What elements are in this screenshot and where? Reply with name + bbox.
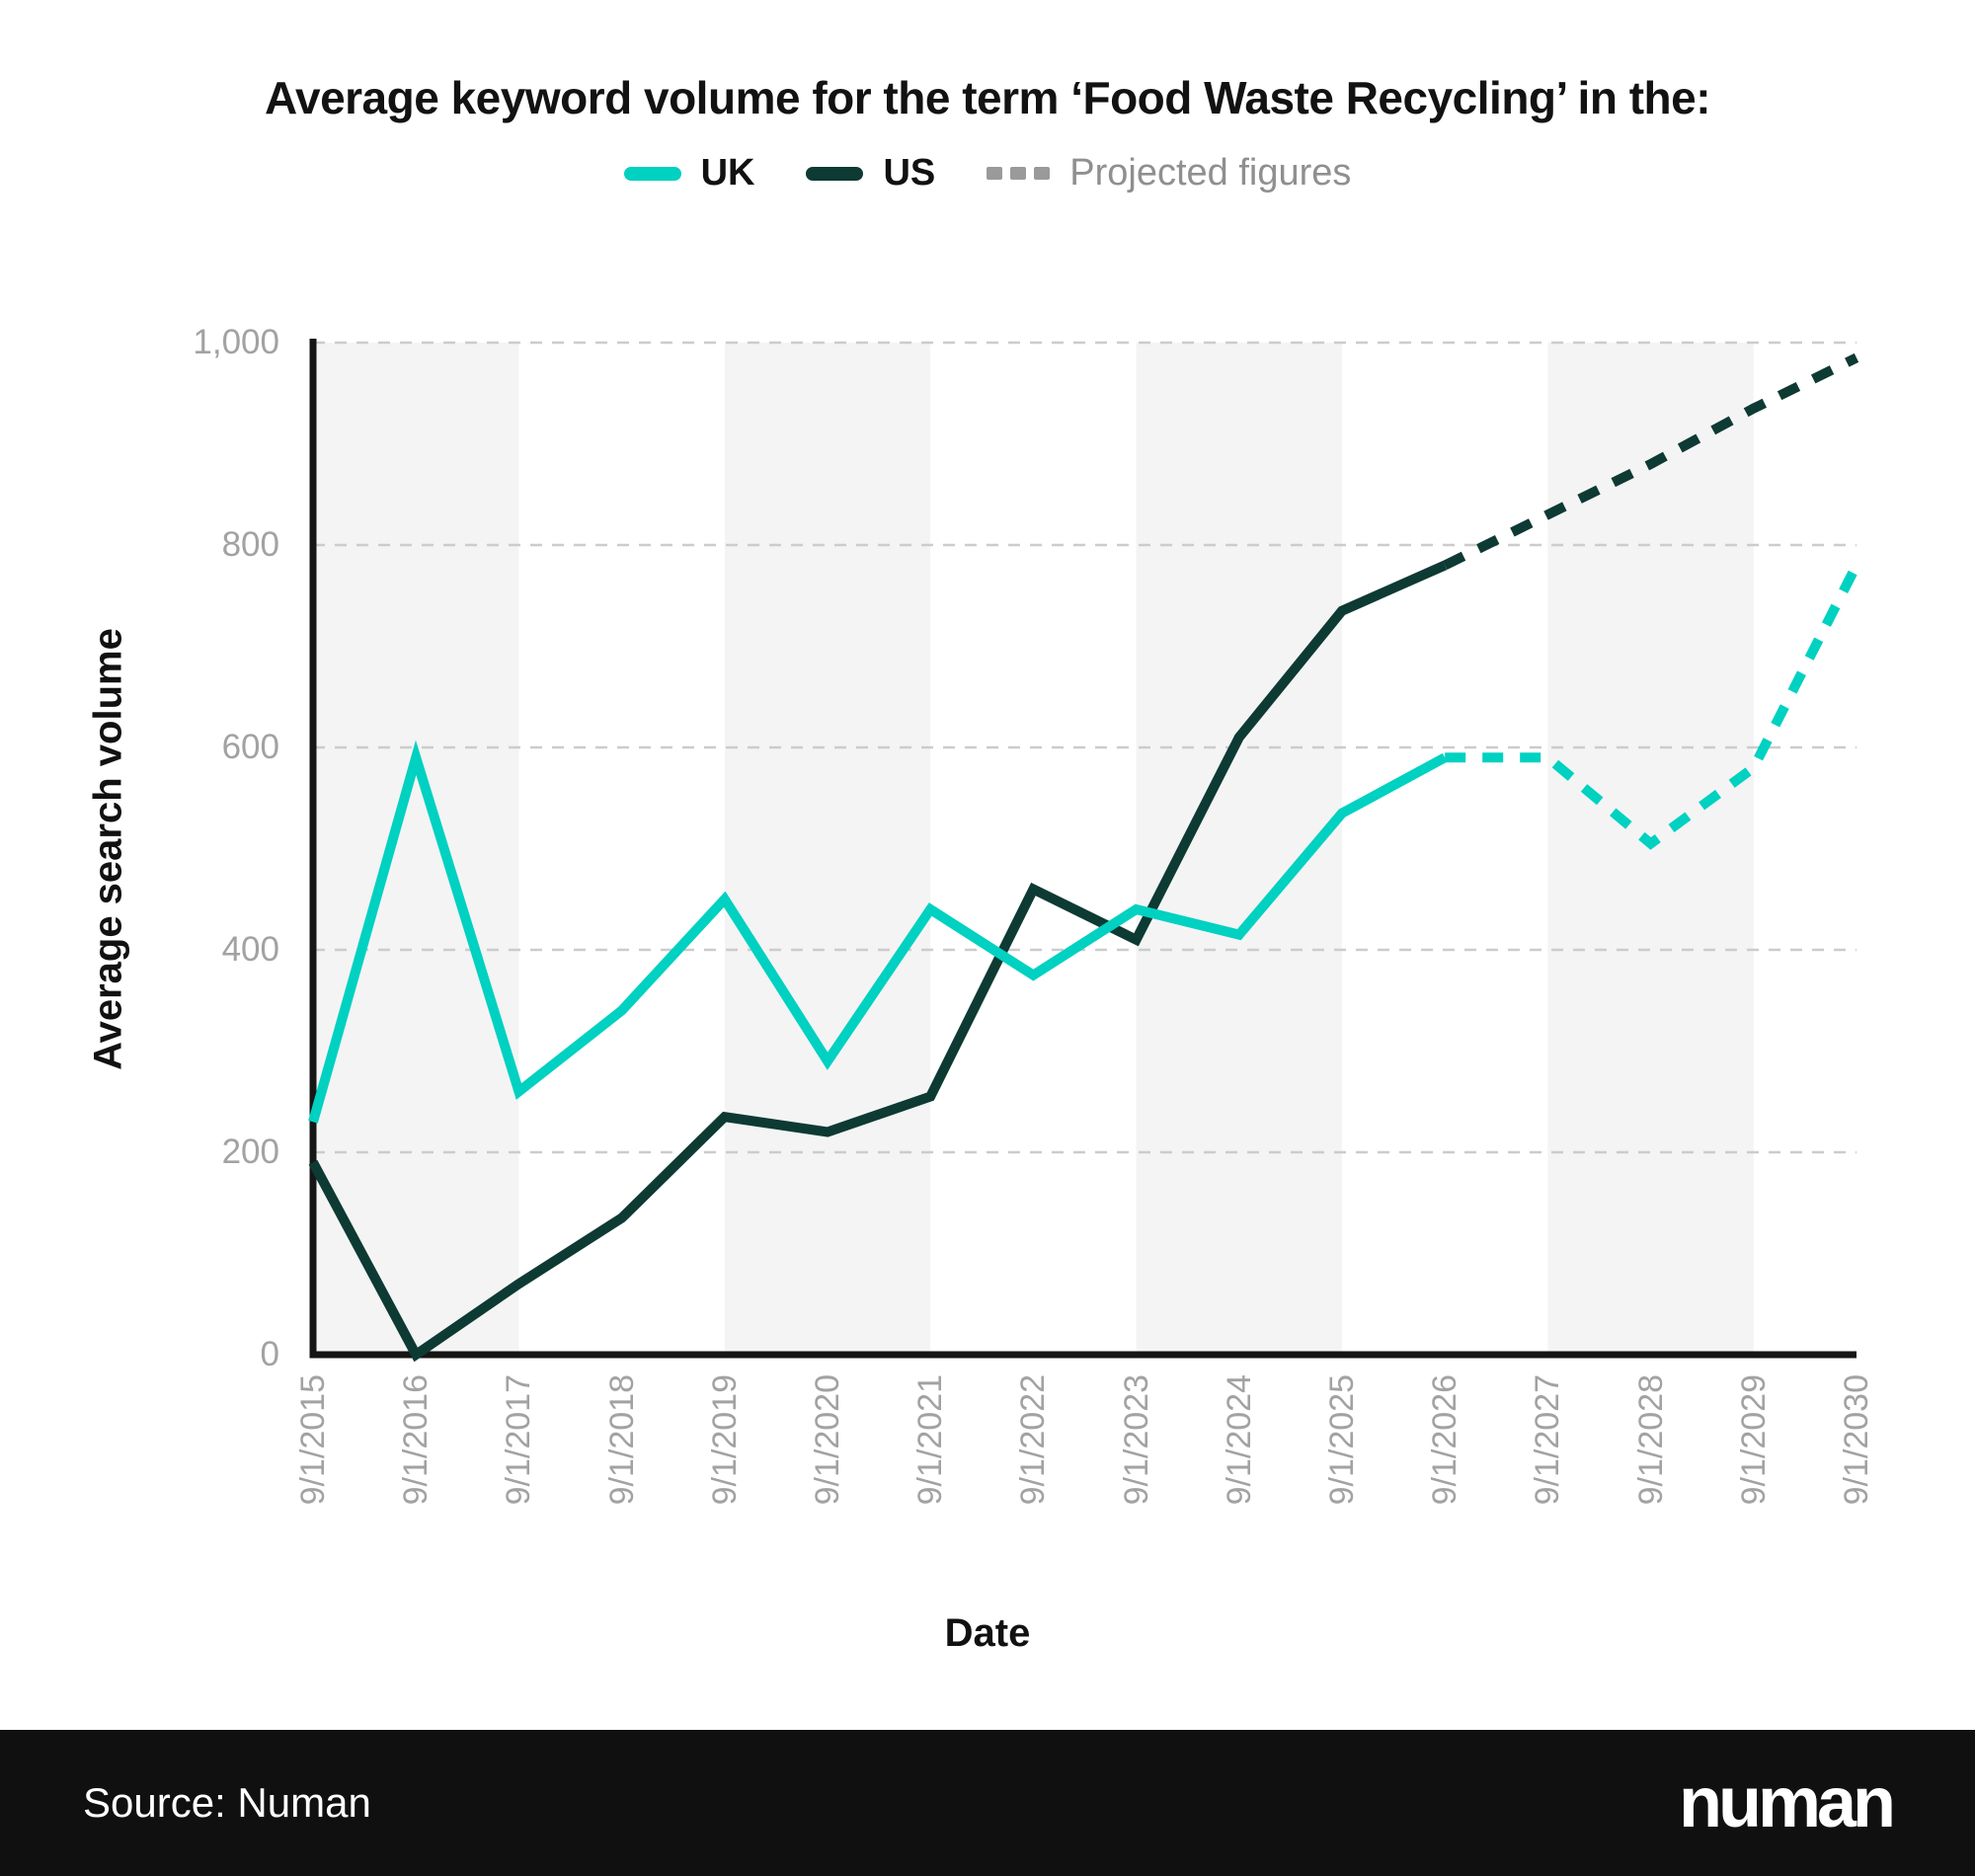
uk-line-solid xyxy=(308,740,1448,1124)
x-tick-label: 9/1/2019 xyxy=(705,1374,744,1506)
x-axis-title: Date xyxy=(944,1611,1031,1655)
x-tick-label: 9/1/2017 xyxy=(500,1374,538,1506)
us-line-swatch xyxy=(806,166,864,181)
x-tick-label: 9/1/2028 xyxy=(1631,1374,1670,1506)
x-tick-label: 9/1/2026 xyxy=(1426,1374,1464,1506)
y-tick-label: 1,000 xyxy=(193,323,279,361)
legend-item-us: US xyxy=(806,152,935,195)
x-tick-label: 9/1/2022 xyxy=(1014,1374,1053,1506)
y-axis-title: Average search volume xyxy=(86,628,130,1070)
background-band xyxy=(724,343,931,1355)
y-tick-label: 0 xyxy=(260,1335,279,1373)
x-tick-label: 9/1/2024 xyxy=(1220,1374,1258,1506)
x-tick-label: 9/1/2025 xyxy=(1323,1374,1361,1506)
uk-line-swatch xyxy=(623,166,681,181)
footer-bar: Source: Numan numan xyxy=(0,1730,1975,1876)
x-tick-label: 9/1/2023 xyxy=(1117,1374,1155,1506)
x-tick-label: 9/1/2027 xyxy=(1529,1374,1567,1506)
x-tick-label: 9/1/2018 xyxy=(602,1374,641,1506)
y-tick-label: 800 xyxy=(221,525,279,564)
axes xyxy=(309,339,1856,1359)
us-line-solid xyxy=(308,560,1448,1363)
y-tick-label: 200 xyxy=(221,1133,279,1171)
legend: UK US Projected figures xyxy=(0,152,1975,195)
us-line-projected xyxy=(1442,352,1859,570)
legend-label-uk: UK xyxy=(700,152,755,194)
x-tick-label: 9/1/2029 xyxy=(1734,1374,1773,1506)
chart-title: Average keyword volume for the term ‘Foo… xyxy=(264,72,1711,123)
x-tick-label: 9/1/2021 xyxy=(911,1374,950,1506)
y-tick-label: 400 xyxy=(221,930,279,969)
x-tick-label: 9/1/2016 xyxy=(397,1374,435,1506)
legend-label-projected: Projected figures xyxy=(1069,152,1352,194)
legend-label-us: US xyxy=(883,152,936,194)
legend-item-projected: Projected figures xyxy=(987,152,1351,195)
x-tick-label: 9/1/2020 xyxy=(809,1374,846,1506)
y-tick-label: 600 xyxy=(221,728,279,766)
x-tick-label: 9/1/2030 xyxy=(1838,1374,1875,1506)
background-band xyxy=(313,343,519,1355)
source-text: Source: Numan xyxy=(83,1779,371,1826)
projected-dash-icon xyxy=(987,167,1051,180)
legend-item-uk: UK xyxy=(623,152,755,195)
x-tick-label: 9/1/2015 xyxy=(294,1374,332,1506)
uk-line-projected xyxy=(1445,563,1861,850)
numan-logo: numan xyxy=(1678,1763,1896,1842)
